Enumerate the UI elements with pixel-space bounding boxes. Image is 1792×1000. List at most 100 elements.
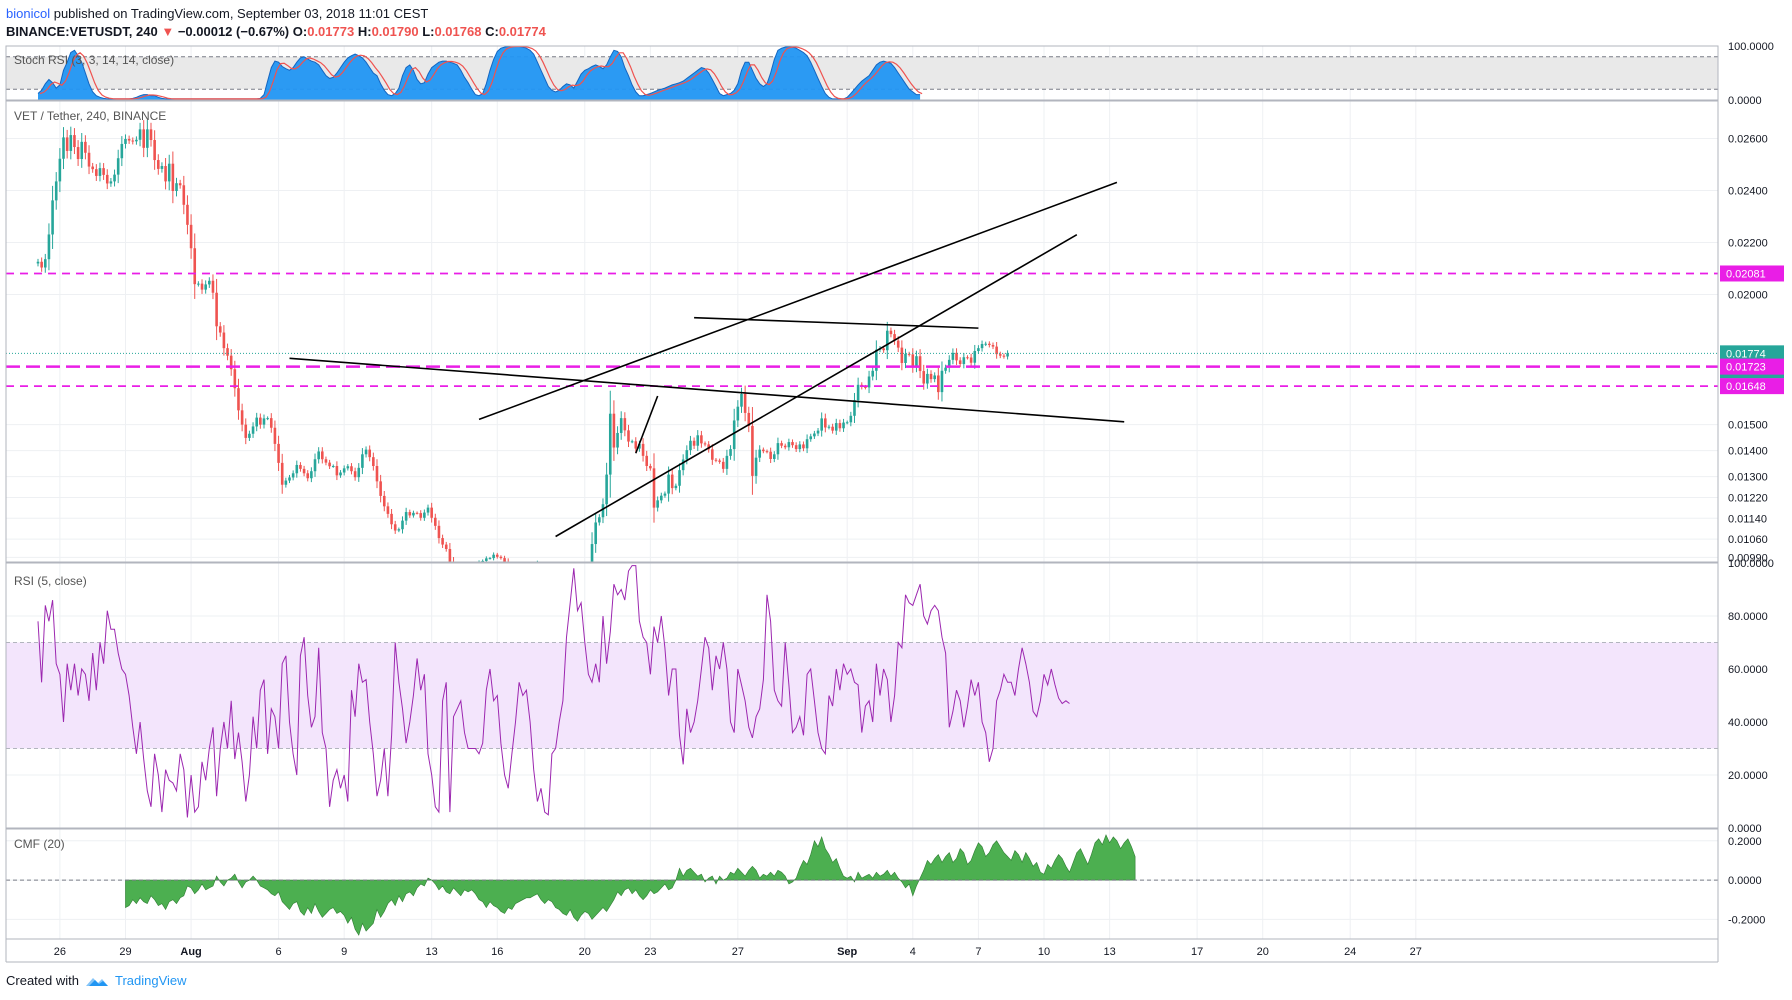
- candle: [226, 343, 229, 361]
- candle: [674, 483, 678, 491]
- candle: [842, 418, 845, 432]
- candle: [299, 462, 302, 472]
- candle: [995, 342, 998, 359]
- stoch-rsi-pane[interactable]: Stoch RSI (3, 3, 14, 14, close): [6, 45, 1718, 101]
- candle: [977, 345, 980, 354]
- candle: [670, 468, 674, 495]
- candle: [131, 137, 135, 145]
- candle: [98, 162, 102, 182]
- rsi-pane[interactable]: RSI (5, close): [6, 565, 1718, 818]
- candle: [186, 195, 189, 235]
- price-change: −0.00012 (−0.67%): [177, 24, 290, 39]
- candle: [805, 434, 809, 454]
- price-badge: 0.01723: [1720, 358, 1784, 375]
- candle: [412, 510, 415, 518]
- candle: [197, 281, 200, 287]
- candle: [612, 400, 616, 461]
- candle: [124, 134, 127, 149]
- candle: [623, 412, 627, 437]
- candle: [426, 504, 430, 516]
- candle: [678, 463, 681, 493]
- trend-line: [289, 357, 1125, 423]
- candle: [696, 430, 700, 451]
- candle: [84, 135, 87, 160]
- x-tick-label: 20: [579, 946, 591, 958]
- candle: [904, 348, 907, 369]
- y-tick-label: 0.00990: [1728, 552, 1768, 564]
- cmf-pane[interactable]: CMF (20): [6, 834, 1718, 936]
- publish-line: bionicol published on TradingView.com, S…: [6, 6, 428, 21]
- candle: [456, 572, 459, 596]
- candle: [54, 172, 58, 210]
- close-label: C:: [485, 24, 499, 39]
- y-tick-label: 0.01140: [1728, 513, 1767, 525]
- candle: [218, 322, 222, 337]
- candle: [867, 370, 871, 394]
- candle: [495, 552, 499, 559]
- candle: [988, 341, 991, 348]
- y-tick-label: 0.01060: [1728, 534, 1768, 546]
- candle: [478, 560, 480, 562]
- candle: [667, 466, 670, 502]
- candle: [499, 555, 503, 560]
- y-tick-label: 0.02600: [1728, 133, 1768, 145]
- close-value: 0.01774: [498, 24, 546, 39]
- candle: [926, 368, 929, 389]
- candle: [707, 441, 710, 453]
- candle: [321, 447, 324, 464]
- candle: [594, 513, 597, 553]
- author-link[interactable]: bionicol: [6, 6, 51, 21]
- candle: [51, 185, 54, 249]
- candle: [641, 438, 645, 462]
- candle: [962, 352, 966, 369]
- chart-canvas[interactable]: Stoch RSI (3, 3, 14, 14, close) VET / Te…: [0, 0, 1792, 970]
- candle: [175, 177, 178, 197]
- candle: [751, 407, 754, 495]
- candle: [408, 509, 412, 518]
- candle: [331, 464, 335, 468]
- candle: [562, 584, 565, 588]
- candle: [73, 128, 76, 155]
- candle: [729, 445, 732, 460]
- candle: [565, 582, 568, 598]
- price-pane[interactable]: VET / Tether, 240, BINANCE: [6, 109, 1718, 606]
- candle: [182, 175, 186, 215]
- x-tick-label: 27: [732, 946, 744, 958]
- price-badge: 0.01774: [1720, 345, 1784, 362]
- candle: [689, 435, 692, 455]
- high-label: H:: [357, 24, 372, 39]
- x-tick-label: 17: [1191, 946, 1203, 958]
- x-tick-label: 4: [910, 946, 916, 958]
- x-tick-label: 27: [1410, 946, 1422, 958]
- candle: [856, 377, 860, 408]
- candle: [171, 151, 175, 204]
- candle: [95, 164, 98, 181]
- candle: [135, 136, 138, 145]
- stoch-area: [38, 46, 921, 100]
- candle: [146, 120, 149, 158]
- candle: [401, 516, 404, 534]
- tradingview-link[interactable]: TradingView: [114, 973, 187, 988]
- candle: [645, 450, 649, 472]
- candle: [200, 279, 204, 294]
- trend-line: [635, 395, 659, 454]
- candle: [357, 463, 361, 482]
- candle: [598, 514, 601, 526]
- candle: [448, 543, 452, 562]
- candle: [215, 278, 218, 341]
- candle: [958, 357, 962, 368]
- candle: [540, 562, 543, 574]
- candle: [368, 445, 371, 462]
- candle: [346, 464, 350, 471]
- candle: [237, 378, 240, 420]
- candle: [441, 534, 444, 548]
- pane-border: [5, 100, 1719, 563]
- candle: [543, 568, 546, 578]
- candle: [269, 413, 273, 433]
- candle: [280, 453, 284, 494]
- candle: [780, 440, 783, 449]
- y-tick-label: 0.2000: [1728, 836, 1762, 848]
- x-tick-label: 20: [1257, 946, 1269, 958]
- x-tick-label: 13: [426, 946, 438, 958]
- candle: [798, 441, 802, 453]
